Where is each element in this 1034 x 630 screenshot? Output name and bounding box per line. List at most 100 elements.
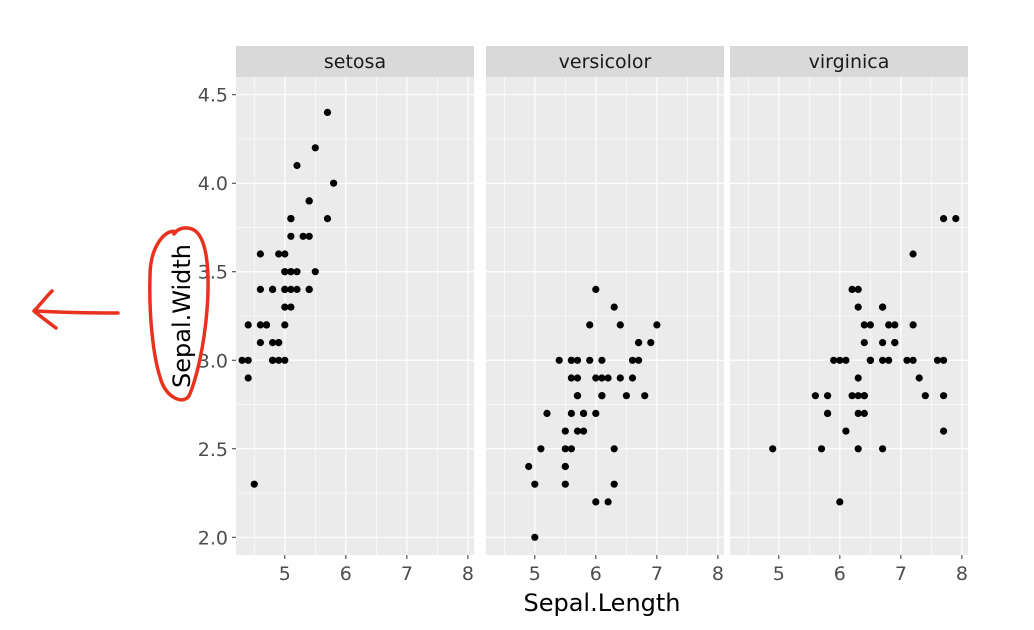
data-point [616,374,624,382]
data-point [567,374,576,382]
data-point [854,374,862,382]
data-point [915,374,923,382]
data-point [299,232,307,240]
y-axis: 2.0 2.5 3.0 3.5 4.0 4.5 [198,85,236,549]
data-point [866,356,875,364]
data-point [909,250,917,258]
data-point [269,285,277,293]
data-point [281,356,289,364]
data-point [531,533,539,541]
data-point [305,285,313,293]
data-point [592,498,600,506]
x-tick-label: 6 [340,563,352,585]
x-tick-label: 5 [529,563,541,585]
data-point [592,409,600,417]
strip-background [730,46,968,77]
data-point [824,392,832,400]
data-point [836,498,844,506]
data-point [567,445,576,453]
data-point [561,462,569,471]
data-point [598,392,606,400]
strip-background [236,46,474,77]
data-point [860,392,868,400]
data-point [269,356,277,364]
data-point [604,498,612,506]
data-point [854,445,862,453]
data-point [817,445,826,453]
data-point [885,356,893,364]
data-point [909,356,917,364]
data-point [854,392,862,400]
data-point [573,374,582,382]
data-point [909,321,917,329]
data-point [256,250,264,258]
x-tick-label: 8 [462,563,474,585]
data-point [879,339,887,347]
data-point [604,374,612,382]
y-tick-label: 4.0 [198,173,228,195]
x-tick-label: 7 [651,563,663,585]
data-point [586,321,594,329]
data-point [580,409,588,417]
data-point [610,480,618,488]
data-point [610,303,618,311]
data-point [275,339,283,347]
data-point [592,374,600,382]
data-point [244,356,252,364]
data-point [610,445,618,453]
data-point [287,215,295,223]
data-point [940,356,948,364]
data-point [311,144,319,152]
data-point [848,285,856,293]
data-point [305,232,313,240]
x-tick-label: 8 [956,563,968,585]
data-point [567,409,576,417]
y-tick-label: 2.5 [198,439,228,461]
data-point [281,268,289,276]
data-point [555,356,563,364]
data-point [854,303,862,311]
data-point [879,356,887,364]
strip-background [486,46,724,77]
data-point [256,285,264,293]
data-point [281,303,289,311]
data-point [854,285,862,293]
data-point [281,285,289,293]
data-point [561,427,569,435]
data-point [287,268,295,276]
data-point [537,445,545,453]
data-point [616,321,624,329]
data-point [256,321,264,329]
data-point [769,445,777,453]
annotation-arrow-shaft [34,309,120,315]
data-point [305,197,313,205]
data-point [543,409,551,417]
data-point [830,356,838,364]
data-point [903,356,911,364]
data-point [573,427,582,435]
x-tick-label: 7 [401,563,413,585]
data-point [525,462,533,471]
data-point [250,480,258,488]
data-point [598,356,606,364]
data-point [635,339,643,347]
data-point [940,427,948,435]
data-point [586,356,594,364]
x-tick-label: 6 [590,563,602,585]
data-point [275,250,283,258]
data-point [860,409,868,417]
annotation-loop [148,226,210,402]
data-point [311,268,319,276]
y-tick-label: 2.0 [198,527,228,549]
data-point [323,215,332,223]
data-point [940,215,948,223]
panel-virginica: virginica 5 6 7 8 [730,46,968,585]
data-point [293,285,301,293]
x-tick-label: 7 [895,563,907,585]
data-point [842,427,850,435]
panels-layer: setosa 5 6 7 8 versicolor 5 6 7 8 virginica 5 6 7 8 [236,46,968,585]
data-point [811,392,820,400]
data-point [860,339,868,347]
data-point [256,339,264,347]
